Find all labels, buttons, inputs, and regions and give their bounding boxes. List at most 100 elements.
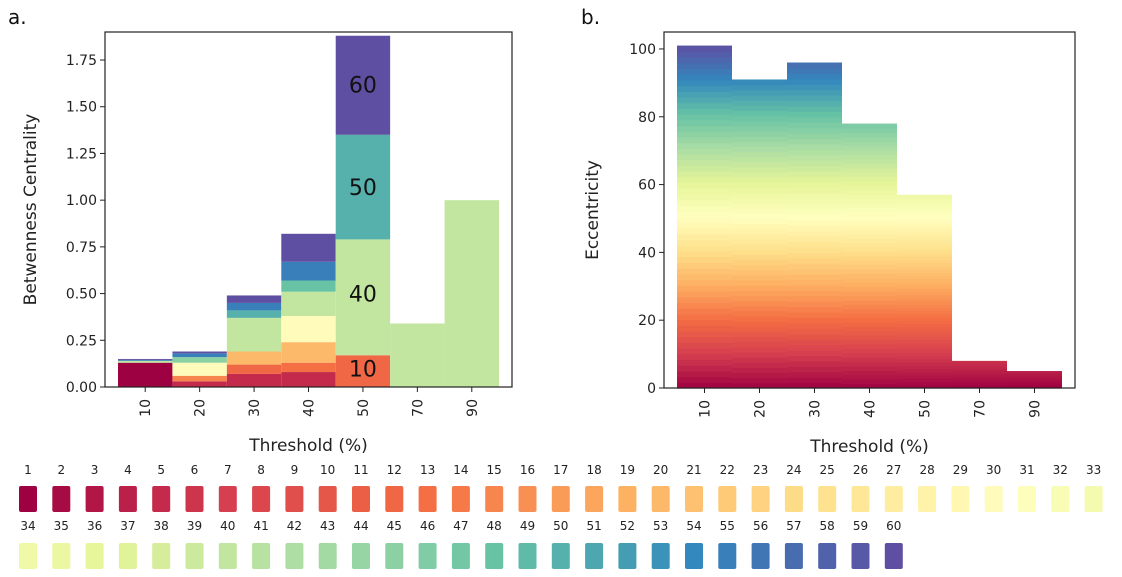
legend-label: 25 — [820, 463, 835, 477]
bar-segment — [677, 256, 732, 264]
bar-annotation: 10 — [349, 357, 377, 382]
legend-label: 55 — [720, 519, 735, 533]
bar-segment — [732, 84, 787, 91]
legend-swatch — [451, 543, 470, 569]
bar-segment — [787, 322, 842, 329]
legend-label: 27 — [886, 463, 901, 477]
bar-segment — [842, 264, 897, 270]
bar-segment — [677, 336, 732, 343]
bar-segment — [897, 336, 952, 341]
bar-segment — [897, 313, 952, 318]
bar-segment — [842, 308, 897, 314]
bar-segment — [226, 295, 282, 303]
bar-segment — [335, 355, 391, 387]
legend-swatch — [651, 543, 670, 569]
legend-label: 56 — [753, 519, 768, 533]
legend-swatch — [318, 486, 337, 512]
legend-label: 51 — [586, 519, 601, 533]
legend-swatch — [784, 486, 803, 512]
bar-segment — [172, 362, 227, 376]
bar-segment — [732, 105, 787, 111]
bar-segment — [897, 214, 952, 218]
bar-segment — [842, 379, 897, 385]
legend-swatch — [451, 486, 470, 512]
legend-swatch — [551, 486, 570, 512]
bar-segment — [897, 210, 952, 215]
legend-swatch — [884, 486, 903, 512]
bar-segment — [732, 125, 787, 132]
x-tick-label: 40 — [863, 400, 879, 418]
bar-segment — [677, 91, 732, 98]
bar-segment — [226, 373, 282, 387]
bar-segment — [732, 238, 787, 245]
y-tick-label: 0 — [647, 381, 656, 397]
legend-swatch — [285, 543, 304, 569]
bar-segment — [172, 381, 227, 387]
bar-segment — [842, 299, 897, 305]
bar-segment — [842, 352, 897, 358]
bar-segment — [842, 291, 897, 297]
x-tick-label: 50 — [356, 399, 372, 417]
bar-segment — [677, 119, 732, 127]
bar-segment — [677, 148, 732, 155]
bar-segment — [842, 202, 897, 208]
legend-swatch — [385, 543, 404, 569]
bar-segment — [732, 264, 787, 271]
legend-label: 38 — [154, 519, 169, 533]
bar-segment — [677, 342, 732, 349]
y-tick-label: 1.50 — [66, 100, 97, 116]
bar-segment — [842, 282, 897, 288]
bar-segment — [732, 110, 787, 117]
bar-segment — [897, 346, 952, 350]
bar-segment — [787, 111, 842, 118]
legend-label: 21 — [686, 463, 701, 477]
legend-swatch — [984, 486, 1003, 512]
x-tick-label: 70 — [410, 399, 426, 417]
bar-segment — [677, 68, 732, 75]
bar-segment — [677, 228, 732, 235]
legend-swatch — [685, 486, 703, 512]
bar-segment — [732, 161, 787, 168]
bar-segment — [677, 108, 732, 115]
bar-segment — [787, 279, 842, 286]
bar-segment — [842, 172, 897, 178]
bar-segment — [897, 362, 952, 367]
bar-segment — [842, 313, 897, 319]
legend-label: 7 — [224, 463, 232, 477]
bar-segment — [842, 233, 897, 239]
bar-segment — [677, 308, 732, 315]
bar-segment — [787, 230, 842, 237]
legend-label: 32 — [1053, 463, 1068, 477]
bar-segment — [787, 122, 842, 129]
bar-segment — [677, 51, 732, 58]
bar-segment — [732, 208, 787, 214]
bar-segment — [897, 368, 952, 373]
bar-segment — [281, 342, 336, 363]
bar-segment — [842, 123, 897, 129]
x-tick-label: 70 — [973, 400, 989, 418]
legend-swatch — [651, 486, 670, 512]
bar-segment — [677, 56, 732, 64]
bar-segment — [842, 145, 897, 151]
bar-segment — [787, 333, 842, 340]
bar-segment — [677, 114, 732, 121]
bar-segment — [677, 131, 732, 138]
bar-segment — [897, 294, 952, 299]
bar-segment — [677, 142, 732, 149]
bar-segment — [787, 116, 842, 123]
bar-segment — [842, 330, 897, 336]
bar-segment — [732, 130, 787, 137]
bar-segment — [842, 343, 897, 349]
legend-swatch — [418, 543, 437, 569]
bar-segment — [732, 146, 787, 153]
bar-segment — [787, 214, 842, 221]
bar-segment — [677, 319, 732, 326]
bar-segment — [787, 290, 842, 297]
y-tick-label: 0.00 — [66, 380, 97, 396]
bar-segment — [787, 371, 842, 378]
bar-segment — [281, 280, 336, 292]
bar-segment — [677, 96, 732, 104]
bar-segment — [787, 78, 842, 85]
x-tick-label: 30 — [808, 400, 824, 418]
bar-segment — [897, 201, 952, 206]
